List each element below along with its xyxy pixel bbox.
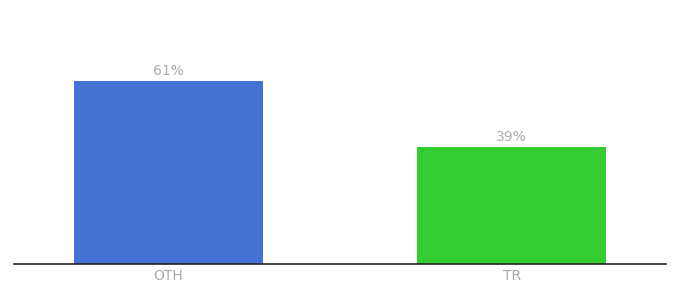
Text: 61%: 61% <box>153 64 184 78</box>
Bar <box>73 81 262 264</box>
Bar <box>418 147 607 264</box>
Text: 39%: 39% <box>496 130 527 144</box>
